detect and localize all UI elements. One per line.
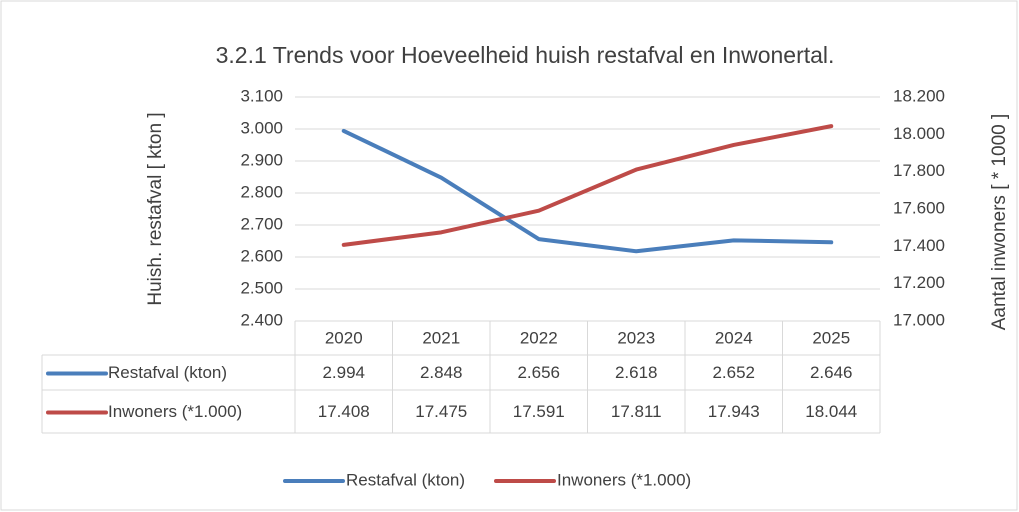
table-value: 17.408: [318, 402, 370, 421]
y2-tick-label: 17.800: [893, 161, 945, 180]
table-value: 17.943: [708, 402, 760, 421]
y-tick-label: 2.500: [240, 278, 283, 297]
x-tick-label: 2024: [715, 328, 753, 347]
y2-tick-label: 17.200: [893, 273, 945, 292]
x-tick-label: 2020: [325, 328, 363, 347]
table-value: 2.656: [517, 363, 560, 382]
y2-tick-label: 17.000: [893, 310, 945, 329]
y-tick-label: 3.000: [240, 118, 283, 137]
table-value: 17.591: [513, 402, 565, 421]
y-tick-label: 2.400: [240, 310, 283, 329]
series-line: [341, 128, 834, 254]
table-value: 18.044: [805, 402, 857, 421]
x-tick-label: 2023: [617, 328, 655, 347]
series-line: [341, 124, 834, 247]
y2-tick-label: 17.600: [893, 198, 945, 217]
y-axis-title: Huish. restafval [ kton ]: [145, 112, 166, 305]
table-value: 2.646: [810, 363, 853, 382]
table-value: 2.994: [322, 363, 365, 382]
legend-label: Inwoners (*1.000): [557, 470, 691, 489]
y2-tick-label: 17.400: [893, 236, 945, 255]
x-tick-label: 2025: [812, 328, 850, 347]
table-value: 2.618: [615, 363, 658, 382]
y-tick-label: 2.600: [240, 246, 283, 265]
y-tick-label: 2.900: [240, 150, 283, 169]
table-value: 2.652: [712, 363, 755, 382]
table-value: 17.811: [611, 402, 662, 421]
table-series-name: Inwoners (*1.000): [108, 402, 242, 421]
x-tick-label: 2021: [422, 328, 460, 347]
y2-tick-label: 18.200: [893, 86, 945, 105]
y-tick-label: 2.700: [240, 214, 283, 233]
legend-label: Restafval (kton): [346, 470, 465, 489]
table-value: 2.848: [420, 363, 463, 382]
chart-title: 3.2.1 Trends voor Hoeveelheid huish rest…: [216, 42, 835, 68]
x-tick-label: 2022: [520, 328, 558, 347]
y2-axis-title: Aantal inwoners [ * 1000 ]: [989, 114, 1010, 331]
y2-tick-label: 18.000: [893, 124, 945, 143]
y-tick-label: 2.800: [240, 182, 283, 201]
table-value: 17.475: [415, 402, 467, 421]
table-series-name: Restafval (kton): [108, 363, 227, 382]
y-tick-label: 3.100: [240, 86, 283, 105]
